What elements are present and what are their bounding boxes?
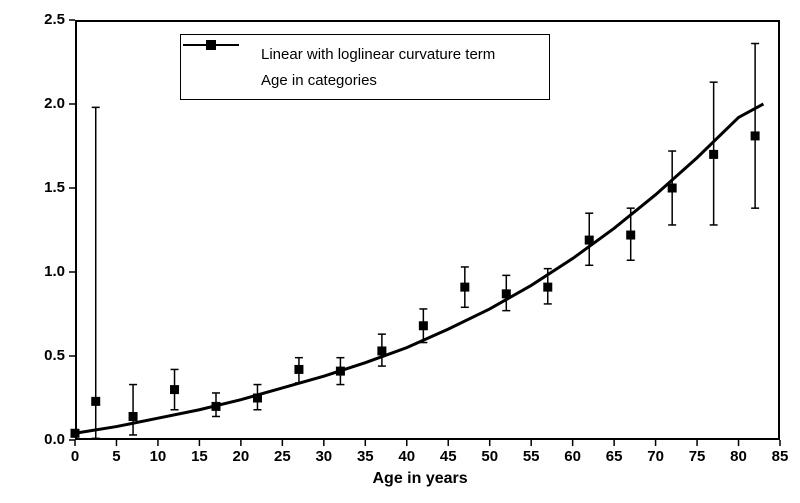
x-axis-label: Age in years	[373, 470, 468, 488]
x-tick-label: 75	[687, 448, 707, 465]
legend-item-marker: Age in categories	[191, 67, 539, 93]
legend-marker-swatch	[191, 70, 251, 90]
x-tick-label: 0	[65, 448, 85, 465]
y-tick-label: 2.0	[44, 95, 65, 112]
x-tick-label: 35	[355, 448, 375, 465]
x-tick-label: 65	[604, 448, 624, 465]
x-tick-label: 5	[106, 448, 126, 465]
y-tick-label: 1.0	[44, 263, 65, 280]
x-tick-label: 45	[438, 448, 458, 465]
legend-box: Linear with loglinear curvature term Age…	[180, 34, 550, 100]
x-tick-label: 70	[646, 448, 666, 465]
y-tick-label: 0.0	[44, 431, 65, 448]
legend-line-label: Linear with loglinear curvature term	[261, 46, 495, 63]
legend-item-line: Linear with loglinear curvature term	[191, 41, 539, 67]
x-tick-label: 50	[480, 448, 500, 465]
x-tick-label: 25	[272, 448, 292, 465]
x-tick-label: 20	[231, 448, 251, 465]
y-tick-label: 0.5	[44, 347, 65, 364]
x-tick-label: 30	[314, 448, 334, 465]
y-tick-label: 2.5	[44, 11, 65, 28]
x-tick-label: 55	[521, 448, 541, 465]
x-tick-label: 85	[770, 448, 790, 465]
chart-frame: Linear with loglinear curvature term Age…	[0, 0, 800, 503]
x-tick-label: 15	[189, 448, 209, 465]
x-tick-label: 80	[729, 448, 749, 465]
x-tick-label: 40	[397, 448, 417, 465]
legend-marker-label: Age in categories	[261, 72, 377, 89]
x-tick-label: 10	[148, 448, 168, 465]
x-tick-label: 60	[563, 448, 583, 465]
y-tick-label: 1.5	[44, 179, 65, 196]
